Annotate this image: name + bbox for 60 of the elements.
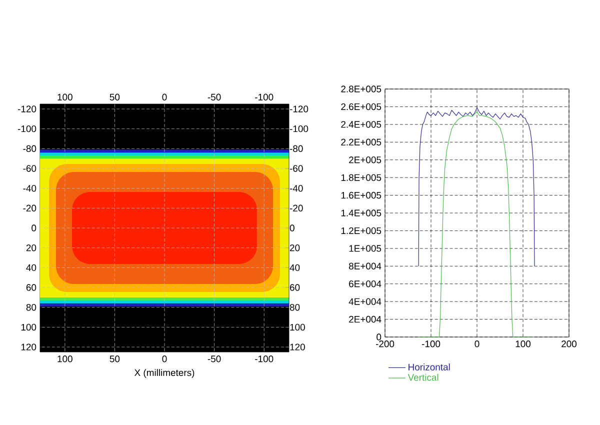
y-tick-label: 100 (21, 324, 36, 331)
y-tick-label: 2E+005 (349, 156, 382, 164)
x-tick-label: -100 (422, 340, 440, 348)
x2-tick-label: -50 (208, 356, 221, 362)
y-tick-label: 4E+004 (348, 298, 382, 305)
y-tick-label: 8E+004 (349, 262, 382, 270)
x2-tick-label: 0 (162, 356, 167, 362)
x-axis-title: X (millimeters) (134, 369, 194, 378)
x2-tick-label: 100 (58, 356, 72, 362)
y-tick-label: -20 (23, 204, 36, 212)
y-tick-label: 40 (26, 264, 36, 272)
y2-tick-label: 120 (290, 344, 305, 350)
y-tick-label: 2.2E+005 (341, 138, 382, 146)
x2-tick-label: -100 (255, 356, 274, 362)
x-tick-label: 50 (110, 94, 120, 100)
y2-tick-label: 60 (290, 284, 300, 291)
x-tick-label: 200 (562, 340, 577, 348)
y-tick-label: 1E+005 (349, 245, 382, 252)
y-tick-label: 1.2E+005 (341, 227, 382, 234)
legend-label: Horizontal (408, 364, 450, 370)
y-tick-label: -100 (18, 125, 36, 132)
y-tick-label: -80 (23, 145, 36, 152)
y2-tick-label: -80 (290, 145, 303, 152)
x-tick-label: 100 (58, 94, 72, 100)
x-tick-label: 0 (162, 94, 167, 100)
x-tick-label: 0 (474, 340, 480, 348)
y-tick-label: 80 (26, 304, 36, 311)
x-tick-label: -200 (376, 340, 394, 348)
y-tick-label: 0 (32, 224, 36, 232)
x2-tick-label: 50 (110, 356, 120, 362)
y-tick-label: 1.4E+005 (341, 210, 382, 216)
y2-tick-label: -100 (290, 125, 308, 132)
y2-tick-label: 80 (290, 304, 300, 311)
y-tick-label: 120 (21, 344, 36, 350)
y-tick-label: 1.8E+005 (341, 174, 382, 181)
y-tick-label: -40 (23, 184, 36, 192)
y-tick-label: 20 (26, 244, 36, 252)
y-tick-label: 60 (26, 284, 36, 291)
y2-tick-label: -60 (290, 165, 303, 172)
y-tick-label: 2.6E+005 (341, 103, 382, 110)
x-tick-label: -100 (255, 94, 274, 100)
x-tick-label: -50 (208, 94, 221, 100)
y2-tick-label: 0 (290, 224, 294, 232)
x-tick-label: 100 (516, 340, 531, 348)
y-tick-label: 2.8E+005 (341, 86, 382, 92)
y-tick-label: 1.6E+005 (341, 192, 382, 199)
y-tick-label: 0 (376, 334, 382, 340)
y2-tick-label: 20 (290, 244, 300, 252)
y-tick-label: 2.4E+005 (341, 121, 382, 128)
y-tick-label: -60 (23, 165, 36, 172)
y-tick-label: 6E+004 (349, 280, 382, 288)
y-tick-label: -120 (18, 106, 36, 112)
y2-tick-label: -120 (290, 106, 308, 112)
legend-label: Vertical (408, 374, 438, 381)
y2-tick-label: 100 (290, 324, 305, 331)
line-series (418, 112, 533, 338)
y2-tick-label: -20 (290, 204, 303, 212)
y2-tick-label: -40 (290, 184, 303, 192)
y2-tick-label: 40 (290, 264, 300, 272)
y-tick-label: 2E+004 (349, 316, 382, 323)
